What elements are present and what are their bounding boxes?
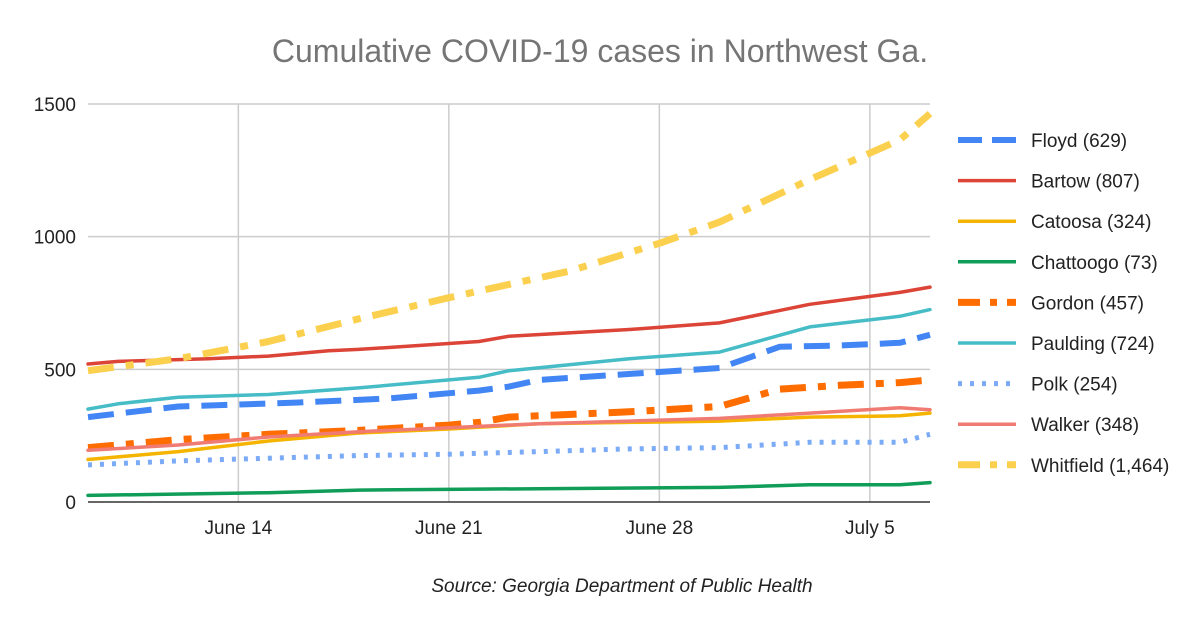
source-note: Source: Georgia Department of Public Hea… [431,576,812,597]
legend-label-walker: Walker (348) [1031,415,1139,436]
grid-layer [88,103,930,502]
series-line-whitfield [87,110,933,375]
y-tick-label: 500 [44,360,76,381]
y-tick-label: 1000 [34,228,76,249]
x-tick-label: June 14 [205,518,273,539]
series-line-bartow [86,285,932,366]
axis-layer: 0 500 1000 1500 June 14 June 21 June 28 July 5 [34,95,930,539]
x-tick-label: June 21 [415,518,483,539]
legend-label-chattoogo: Chattoogo (73) [1031,253,1158,274]
legend-label-catoosa: Catoosa (324) [1031,212,1151,233]
series-line-paulding [86,307,932,411]
series-line-chattoogo [86,480,932,498]
x-tick-label: June 28 [626,518,694,539]
legend-label-floyd: Floyd (629) [1031,131,1127,152]
series-line-floyd [87,331,931,421]
legend: Floyd (629) Bartow (807) Catoosa (324) Chat… [958,131,1169,477]
chart-title: Cumulative COVID-19 cases in Northwest G… [272,33,928,69]
series-line-walker [86,406,932,453]
series-line-gordon [87,376,931,452]
legend-label-bartow: Bartow (807) [1031,172,1140,193]
x-tick-label: July 5 [845,518,895,539]
y-tick-label: 0 [65,493,76,514]
legend-label-polk: Polk (254) [1031,375,1118,396]
series-layer [86,110,933,498]
legend-label-whitfield: Whitfield (1,464) [1031,456,1169,477]
legend-label-paulding: Paulding (724) [1031,334,1155,355]
y-tick-label: 1500 [34,95,76,116]
legend-label-gordon: Gordon (457) [1031,293,1144,314]
